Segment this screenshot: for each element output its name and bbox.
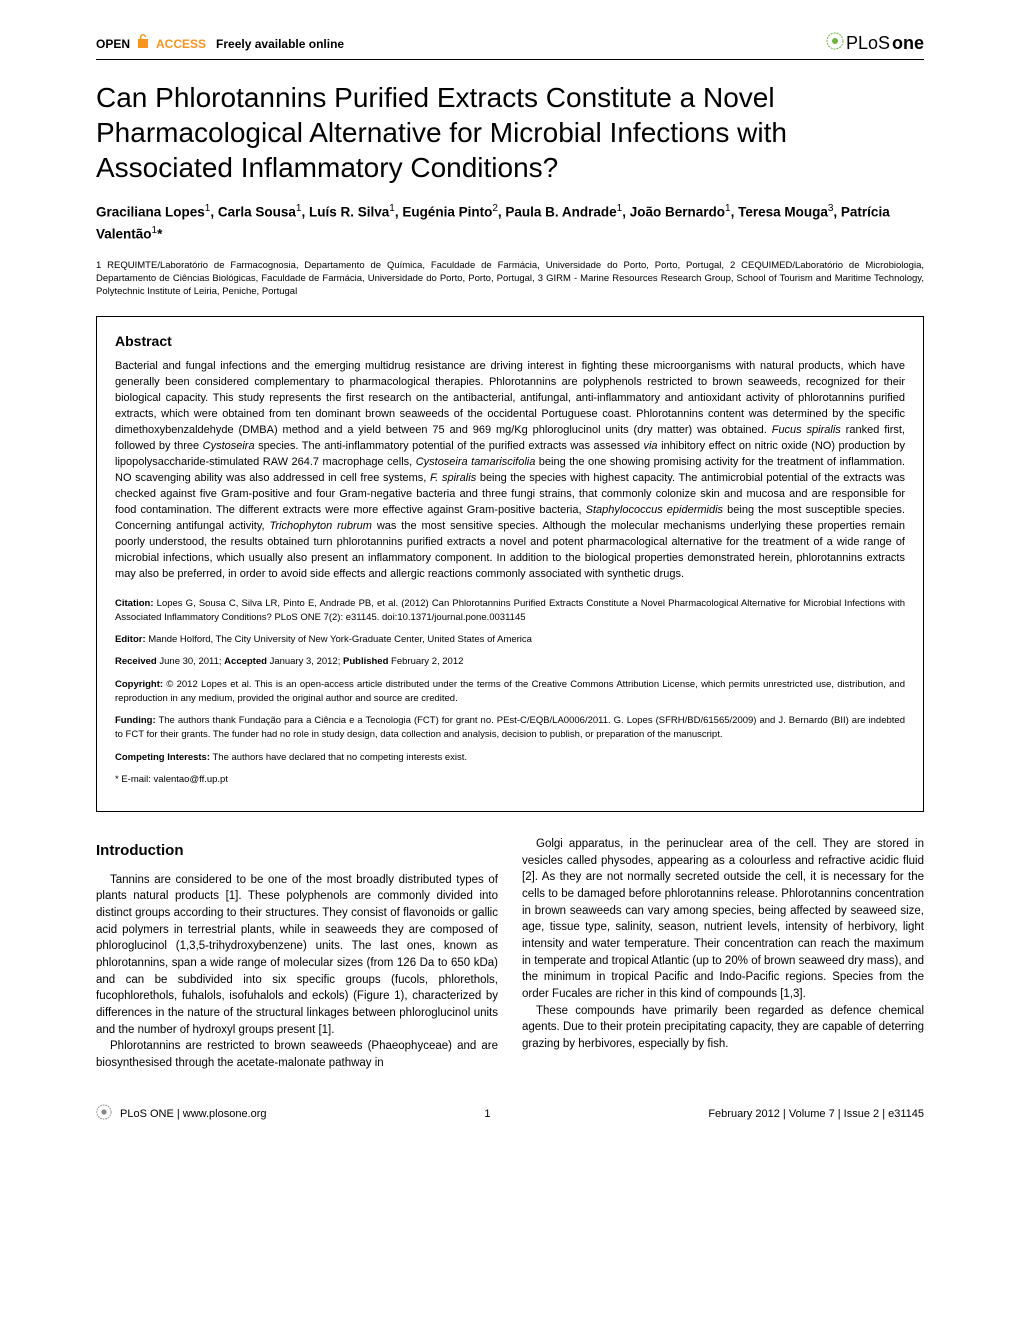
plos-icon: [826, 32, 844, 55]
one-text: one: [892, 33, 924, 54]
page-footer: PLoS ONE | www.plosone.org 1 February 20…: [96, 1104, 924, 1125]
column-right: Golgi apparatus, in the perinuclear area…: [522, 836, 924, 1072]
footer-page-number: 1: [484, 1108, 490, 1120]
authors-list: Graciliana Lopes1, Carla Sousa1, Luís R.…: [96, 201, 924, 245]
funding-text: The authors thank Fundação para a Ciênci…: [115, 715, 905, 740]
editor-block: Editor: Mande Holford, The City Universi…: [115, 633, 905, 647]
intro-para-4: These compounds have primarily been rega…: [522, 1003, 924, 1053]
open-access-badge: OPEN ACCESS Freely available online: [96, 33, 344, 54]
intro-heading: Introduction: [96, 840, 498, 862]
column-left: Introduction Tannins are considered to b…: [96, 836, 498, 1072]
access-label: ACCESS: [156, 37, 206, 51]
competing-block: Competing Interests: The authors have de…: [115, 751, 905, 765]
article-title: Can Phlorotannins Purified Extracts Cons…: [96, 80, 924, 185]
plos-text: PLoS: [846, 33, 890, 54]
footer-journal: PLoS ONE | www.plosone.org: [120, 1108, 267, 1120]
footer-plos-icon: [96, 1104, 112, 1125]
intro-para-3: Golgi apparatus, in the perinuclear area…: [522, 836, 924, 1003]
dates-block: Received June 30, 2011; Accepted January…: [115, 655, 905, 669]
body-columns: Introduction Tannins are considered to b…: [96, 836, 924, 1072]
accepted-text: January 3, 2012;: [270, 656, 341, 667]
footer-left: PLoS ONE | www.plosone.org: [96, 1104, 267, 1125]
open-label: OPEN: [96, 37, 130, 51]
abstract-heading: Abstract: [115, 333, 905, 349]
citation-text: Lopes G, Sousa C, Silva LR, Pinto E, And…: [115, 598, 905, 623]
competing-text: The authors have declared that no compet…: [212, 752, 467, 763]
received-text: June 30, 2011;: [159, 656, 221, 667]
citation-block: Citation: Lopes G, Sousa C, Silva LR, Pi…: [115, 597, 905, 626]
copyright-block: Copyright: © 2012 Lopes et al. This is a…: [115, 678, 905, 707]
plos-logo: PLoS one: [826, 32, 924, 55]
email-block: * E-mail: valentao@ff.up.pt: [115, 773, 905, 787]
lock-icon: [136, 33, 150, 54]
intro-para-1: Tannins are considered to be one of the …: [96, 872, 498, 1039]
funding-block: Funding: The authors thank Fundação para…: [115, 714, 905, 743]
top-banner: OPEN ACCESS Freely available online PLoS…: [96, 32, 924, 60]
freely-label: Freely available online: [216, 37, 344, 51]
editor-text: Mande Holford, The City University of Ne…: [148, 634, 532, 645]
copyright-text: © 2012 Lopes et al. This is an open-acce…: [115, 679, 905, 704]
abstract-box: Abstract Bacterial and fungal infections…: [96, 316, 924, 812]
intro-para-2: Phlorotannins are restricted to brown se…: [96, 1038, 498, 1071]
published-text: February 2, 2012: [391, 656, 463, 667]
email-text: valentao@ff.up.pt: [154, 774, 228, 785]
footer-issue: February 2012 | Volume 7 | Issue 2 | e31…: [708, 1108, 924, 1120]
abstract-text: Bacterial and fungal infections and the …: [115, 359, 905, 582]
affiliations: 1 REQUIMTE/Laboratório de Farmacognosia,…: [96, 259, 924, 299]
